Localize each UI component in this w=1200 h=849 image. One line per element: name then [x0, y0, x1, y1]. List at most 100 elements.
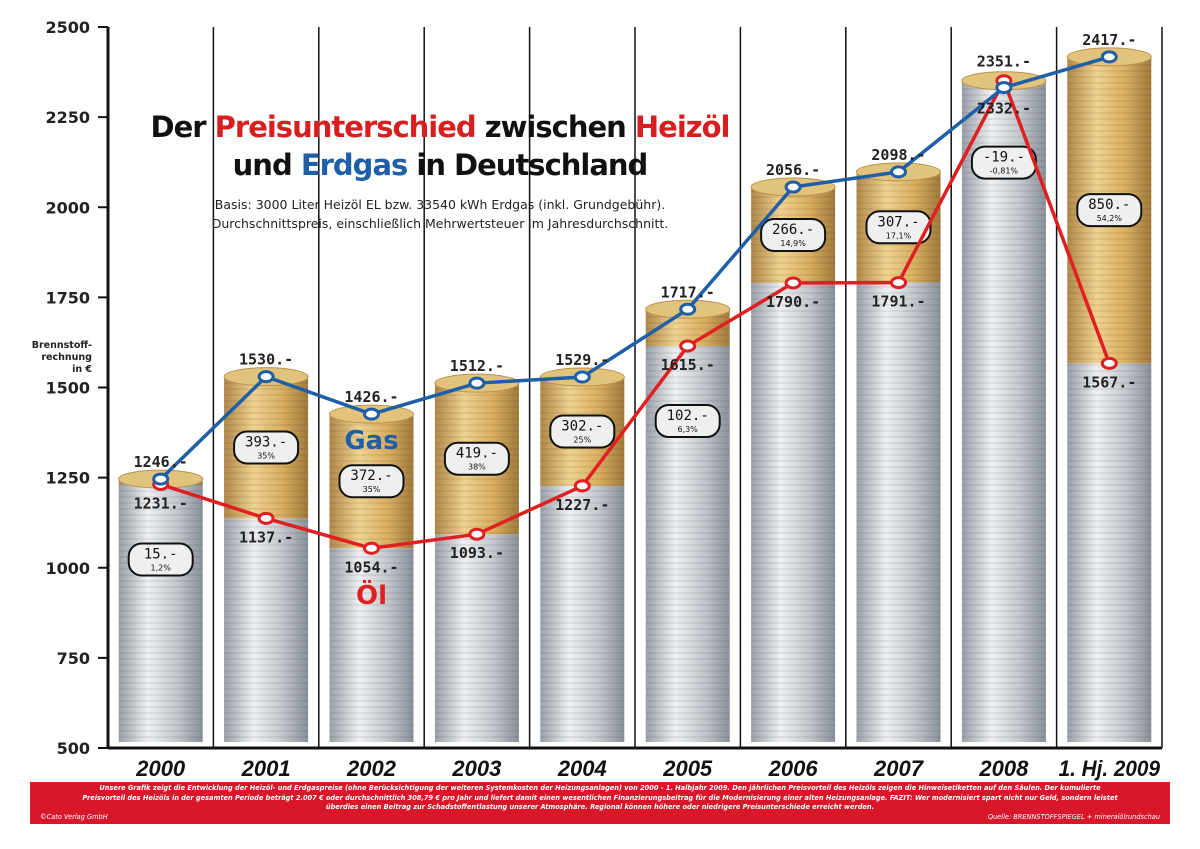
- gas-value-label: 1426.-: [344, 388, 398, 406]
- x-tick-label: 1. Hj. 2009: [1059, 756, 1161, 781]
- difference-amount: 102.-: [667, 408, 709, 424]
- gas-value-label: 1529.-: [555, 351, 609, 369]
- oil-value-label: 1231.-: [134, 494, 188, 512]
- y-tick-label: 1500: [45, 379, 90, 398]
- coin-ridges: [224, 518, 309, 742]
- y-tick-label: 750: [57, 649, 90, 668]
- gas-point: [257, 370, 275, 384]
- difference-amount: 15.-: [144, 546, 178, 562]
- oil-point: [1100, 356, 1118, 370]
- oil-line: [160, 76, 1111, 551]
- y-tick-label: 1000: [45, 559, 90, 578]
- oil-value-label: 1093.-: [450, 544, 504, 562]
- difference-percent: 1,2%: [151, 563, 172, 572]
- footer-text: Unsere Grafik zeigt die Entwicklung der …: [82, 784, 1118, 811]
- chart-subtitle: Basis: 3000 Liter Heizöl EL bzw. 33540 k…: [120, 195, 760, 233]
- gas-point: [995, 81, 1013, 95]
- difference-percent: 35%: [257, 452, 275, 461]
- difference-badge: [549, 414, 616, 449]
- y-tick-label: 2000: [45, 198, 90, 217]
- subtitle-line: Basis: 3000 Liter Heizöl EL bzw. 33540 k…: [214, 197, 666, 212]
- oil-point: [679, 339, 697, 353]
- gas-value-label: 2332.-: [977, 100, 1031, 118]
- gas-point: [573, 370, 591, 384]
- gas-value-label: 1246.-: [134, 453, 188, 471]
- footer-note: Unsere Grafik zeigt die Entwicklung der …: [30, 782, 1170, 824]
- oil-point: [784, 276, 802, 290]
- y-tick-label: 500: [57, 739, 90, 758]
- x-tick-label: 2002: [346, 756, 397, 781]
- difference-percent: 38%: [468, 463, 486, 472]
- gas-series-label: Gas: [344, 426, 398, 456]
- gas-value-label: 1530.-: [239, 351, 293, 369]
- difference-badge: [338, 464, 405, 499]
- difference-amount: 372.-: [350, 468, 392, 484]
- gas-point: [363, 407, 380, 421]
- oil-value-label: 1791.-: [871, 293, 925, 311]
- oil-value-label: 1790.-: [766, 293, 820, 311]
- y-tick-label: 1750: [45, 288, 90, 307]
- y-tick-label: 2500: [45, 18, 90, 37]
- difference-badge: [654, 404, 721, 439]
- x-tick-label: 2003: [451, 756, 501, 781]
- difference-amount: 302.-: [561, 418, 603, 434]
- difference-badge: [865, 210, 932, 245]
- y-tick-label: 1250: [45, 469, 90, 488]
- difference-amount: -19.-: [983, 150, 1025, 166]
- coin-ridges: [856, 282, 941, 742]
- gas-line: [159, 55, 1110, 481]
- oil-point: [468, 527, 486, 541]
- x-tick-label: 2001: [241, 756, 291, 781]
- x-tick-label: 2008: [978, 756, 1029, 781]
- gas-point: [784, 180, 802, 194]
- difference-percent: 14,9%: [780, 239, 806, 248]
- x-tick-label: 2007: [873, 756, 925, 781]
- x-tick-label: 2004: [557, 756, 607, 781]
- difference-percent: 35%: [363, 485, 381, 494]
- gas-value-label: 2056.-: [766, 161, 820, 179]
- difference-amount: 393.-: [245, 435, 287, 451]
- gas-value-label: 2098.-: [871, 146, 925, 164]
- coin-ridges: [434, 534, 519, 742]
- copyright: ©Cato Verlag GmbH: [40, 812, 108, 821]
- subtitle-line: Durchschnittspreis, einschließlich Mehrw…: [211, 216, 669, 231]
- gas-value-label: 1512.-: [450, 357, 504, 375]
- coin-ridges: [118, 484, 203, 742]
- source: Quelle: BRENNSTOFFSPIEGEL + mineralölrun…: [987, 812, 1160, 821]
- coin-ridges: [1067, 363, 1152, 742]
- oil-value-label: 1054.-: [344, 558, 398, 576]
- x-tick-label: 2000: [135, 756, 186, 781]
- difference-amount: 266.-: [772, 222, 814, 238]
- difference-percent: 54,2%: [1097, 214, 1123, 223]
- difference-badge: [127, 542, 194, 577]
- difference-badge: [760, 218, 827, 253]
- oil-value-label: 1227.-: [555, 496, 609, 514]
- difference-percent: 6,3%: [678, 425, 699, 434]
- coin-ridges: [540, 485, 625, 742]
- difference-badge: [1076, 193, 1143, 228]
- oil-series-label: Öl: [356, 578, 387, 611]
- footer-meta: ©Cato Verlag GmbH Quelle: BRENNSTOFFSPIE…: [40, 813, 1160, 823]
- oil-value-label: 1567.-: [1082, 373, 1136, 391]
- difference-amount: 419.-: [456, 446, 498, 462]
- gas-point: [890, 165, 907, 179]
- oil-point: [890, 276, 907, 290]
- oil-value-label: 1615.-: [661, 356, 715, 374]
- gas-value-label: 2417.-: [1082, 31, 1136, 49]
- gas-point: [1100, 50, 1118, 64]
- gas-value-label: 1717.-: [661, 283, 715, 301]
- difference-amount: 850.-: [1088, 197, 1130, 213]
- difference-badge: [443, 441, 510, 476]
- oil-point: [573, 479, 591, 493]
- coin-ridges: [961, 80, 1046, 743]
- oil-value-label: 2351.-: [977, 53, 1031, 71]
- coin-ridges: [751, 282, 836, 742]
- y-tick-label: 2250: [45, 108, 90, 127]
- oil-point: [257, 511, 275, 525]
- difference-badge: [233, 430, 300, 465]
- oil-point: [363, 541, 380, 555]
- x-tick-label: 2006: [768, 756, 819, 781]
- oil-value-label: 1137.-: [239, 528, 293, 546]
- y-axis-label: Brennstoff- rechnung in €: [31, 340, 92, 375]
